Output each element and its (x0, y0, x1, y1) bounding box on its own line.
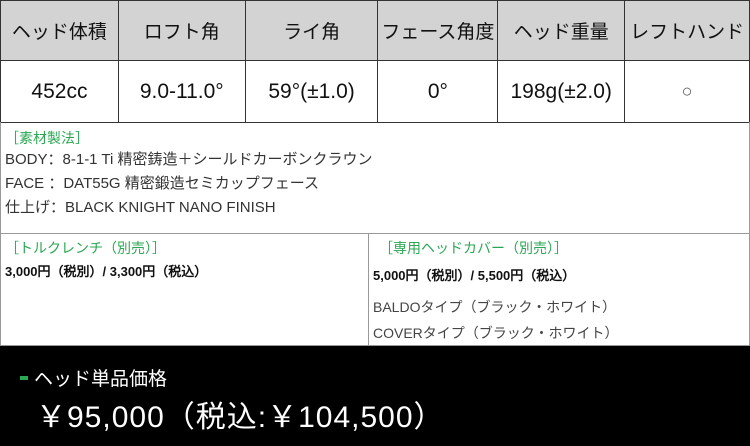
material-face: FACE ：DAT55G 精密鍛造セミカップフェース (5, 175, 320, 192)
material-finish: 仕上げ：BLACK KNIGHT NANO FINISH (5, 199, 276, 216)
dash-icon (20, 375, 28, 380)
materials-section: ［素材製法］ BODY：8-1-1 Ti 精密鋳造＋シールドカーボンクラウン F… (0, 122, 750, 234)
header-lie: ライ角 (244, 0, 379, 61)
price-banner: ヘッド単品価格 ￥95,000（税込:￥104,500） (0, 346, 750, 446)
price-value: ￥95,000（税込:￥104,500） (36, 401, 445, 434)
torque-wrench-section: ［トルクレンチ（別売）］ 3,000円（税別）/ 3,300円（税込） (0, 234, 369, 346)
spec-value-row: 452cc 9.0-11.0° 59°(±1.0) 0° 198g(±2.0) … (0, 60, 750, 123)
header-loft: ロフト角 (117, 0, 246, 61)
price-label: ヘッド単品価格 (34, 369, 168, 390)
price-label-row: ヘッド単品価格 (20, 364, 167, 391)
value-head-volume: 452cc (0, 60, 119, 123)
torque-wrench-price: 3,000円（税別）/ 3,300円（税込） (5, 264, 208, 279)
head-cover-type-cover: COVERタイプ（ブラック・ホワイト） (373, 325, 619, 341)
header-head-volume: ヘッド体積 (0, 0, 119, 61)
spec-table: ヘッド体積 ロフト角 ライ角 フェース角度 ヘッド重量 レフトハンド 452cc… (0, 0, 750, 123)
torque-wrench-title: ［トルクレンチ（別売）］ (5, 240, 166, 256)
spec-header-row: ヘッド体積 ロフト角 ライ角 フェース角度 ヘッド重量 レフトハンド (0, 0, 750, 61)
header-left-hand: レフトハンド (624, 0, 750, 61)
value-face-angle: 0° (377, 60, 499, 123)
head-cover-section: ［専用ヘッドカバー（別売）］ 5,000円（税別）/ 5,500円（税込） BA… (368, 234, 750, 346)
head-cover-price: 5,000円（税別）/ 5,500円（税込） (373, 268, 576, 283)
head-cover-title: ［専用ヘッドカバー（別売）］ (379, 240, 568, 256)
value-loft: 9.0-11.0° (117, 60, 246, 123)
materials-title: ［素材製法］ (5, 130, 89, 146)
header-head-weight: ヘッド重量 (497, 0, 626, 61)
value-left-hand: ○ (624, 60, 750, 123)
head-cover-type-baldo: BALDOタイプ（ブラック・ホワイト） (373, 299, 617, 315)
value-lie: 59°(±1.0) (244, 60, 379, 123)
header-face-angle: フェース角度 (377, 0, 499, 61)
value-head-weight: 198g(±2.0) (497, 60, 626, 123)
material-body: BODY：8-1-1 Ti 精密鋳造＋シールドカーボンクラウン (5, 151, 373, 168)
